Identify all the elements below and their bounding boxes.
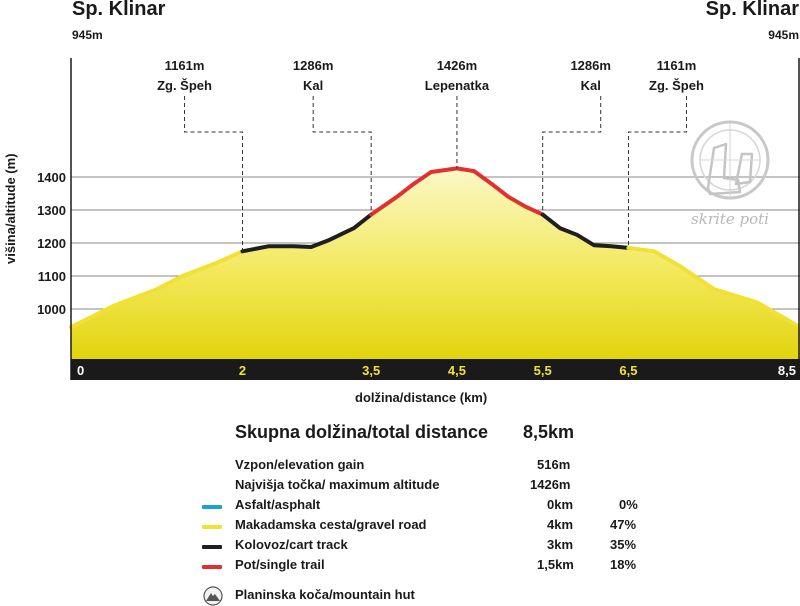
legend-label-gravel: Makadamska cesta/gravel road	[235, 517, 427, 532]
profile-line-cart	[240, 212, 374, 254]
waypoint-altitude: 1426m	[437, 58, 477, 73]
profile-line-trail	[369, 166, 545, 217]
x-tick-label: 5,5	[534, 363, 552, 378]
legend-swatch-cart	[202, 545, 222, 549]
profile-line-gravel	[626, 245, 800, 330]
y-tick-label: 1100	[38, 269, 66, 284]
legend-pct-asphalt: 0%	[619, 497, 638, 512]
x-tick-label: 6,5	[619, 363, 637, 378]
mountain-hut-icon	[203, 586, 223, 606]
legend-km-trail: 1,5km	[537, 557, 574, 572]
waypoint-altitude: 1161m	[165, 58, 205, 73]
legend-label-asphalt: Asfalt/asphalt	[235, 497, 321, 512]
max-altitude-value: 1426m	[530, 477, 571, 492]
max-altitude-label: Najvišja točka/ maximum altitude	[235, 477, 440, 492]
legend-pct-cart: 35%	[610, 537, 637, 552]
waypoint-altitude: 1161m	[657, 58, 697, 73]
y-tick-label: 1400	[37, 170, 66, 185]
total-distance-value: 8,5km	[523, 422, 575, 442]
legend-swatch-gravel	[202, 525, 222, 529]
start-location-name: Sp. Klinar	[72, 0, 166, 20]
waypoint-name: Kal	[303, 78, 323, 93]
distance-bar	[71, 359, 800, 380]
waypoint-name: Kal	[581, 78, 601, 93]
skrite-poti-logo: skrite poti	[690, 120, 770, 228]
waypoint-altitude: 1286m	[293, 58, 333, 73]
legend-km-cart: 3km	[547, 537, 574, 552]
elevation-gain-label: Vzpon/elevation gain	[235, 457, 365, 472]
x-tick-label: 3,5	[362, 363, 380, 378]
waypoint-name: Lepenatka	[425, 78, 490, 93]
profile-area	[71, 168, 800, 359]
end-location-altitude: 945m	[768, 28, 799, 42]
waypoint-altitude: 1286m	[570, 58, 610, 73]
x-tick-label: 0	[77, 363, 84, 378]
waypoint-name: Zg. Špeh	[649, 78, 704, 93]
profile-line-gravel	[69, 249, 245, 330]
legend-km-gravel: 4km	[547, 517, 574, 532]
legend-pct-gravel: 47%	[610, 517, 637, 532]
waypoint-leader	[312, 96, 372, 215]
watermark-text: skrite poti	[691, 210, 769, 228]
legend-label-cart: Kolovoz/cart track	[235, 537, 348, 552]
y-tick-label: 1300	[37, 203, 66, 218]
waypoint-leader	[627, 96, 687, 248]
waypoint-leader	[184, 96, 244, 252]
x-axis-label: dolžina/distance (km)	[355, 390, 488, 405]
profile-line-cart	[540, 212, 631, 250]
y-tick-label: 1200	[37, 236, 66, 251]
y-axis-label: višina/altitude (m)	[3, 153, 18, 264]
y-tick-label: 1000	[37, 302, 66, 317]
total-distance-label: Skupna dolžina/total distance	[235, 422, 489, 442]
legend-swatch-trail	[202, 565, 222, 569]
mountain-hut-label: Planinska koča/mountain hut	[235, 587, 415, 602]
end-location-name: Sp. Klinar	[705, 0, 799, 20]
waypoint-leader	[542, 96, 602, 215]
elevation-gain-value: 516m	[537, 457, 571, 472]
legend-swatch-asphalt	[202, 505, 222, 509]
x-tick-label: 8,5	[778, 363, 796, 378]
start-location-altitude: 945m	[72, 28, 103, 42]
legend-pct-trail: 18%	[610, 557, 637, 572]
legend-label-trail: Pot/single trail	[235, 557, 325, 572]
x-tick-label: 4,5	[448, 363, 466, 378]
legend-km-asphalt: 0km	[547, 497, 574, 512]
waypoint-name: Zg. Špeh	[157, 78, 212, 93]
x-tick-label: 2	[239, 363, 246, 378]
